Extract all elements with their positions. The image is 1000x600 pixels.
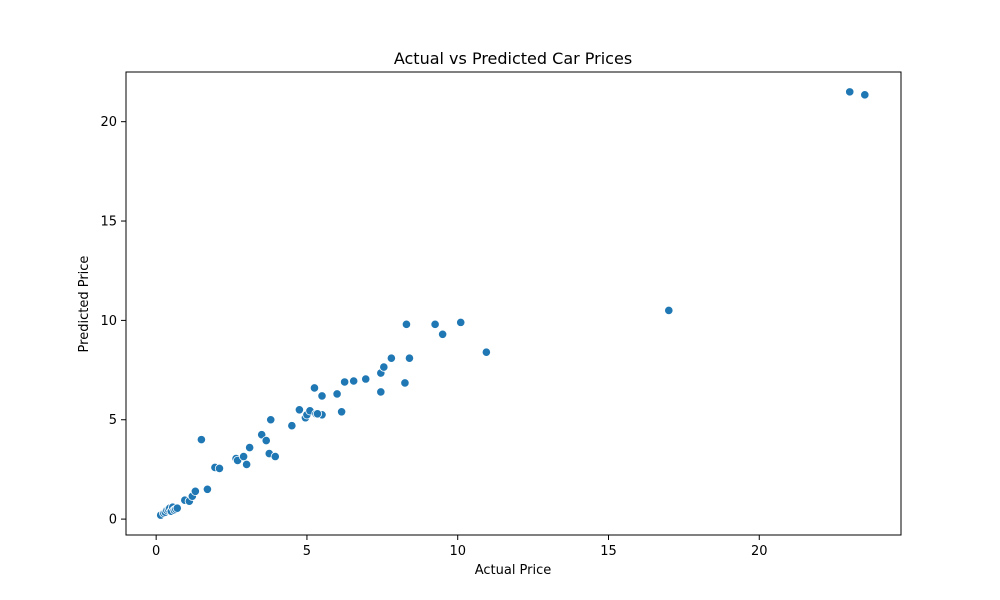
plot-frame (125, 71, 902, 536)
data-point-15 (196, 435, 206, 445)
x-tick-label-0: 0 (152, 544, 160, 559)
data-point-16 (202, 484, 213, 494)
data-point-49 (401, 319, 412, 329)
data-point-42 (349, 376, 359, 386)
data-point-25 (261, 436, 271, 446)
x-tick-label-10: 10 (449, 544, 466, 559)
y-axis-label: Predicted Price (77, 256, 92, 353)
data-point-43 (361, 374, 371, 384)
data-point-52 (438, 329, 448, 339)
data-point-22 (242, 459, 252, 470)
data-point-57 (860, 90, 870, 100)
x-axis-label: Actual Price (475, 563, 552, 578)
data-point-38 (312, 409, 323, 419)
data-point-40 (337, 407, 347, 417)
data-point-14 (190, 486, 200, 496)
y-tick-label-0: 0 (109, 513, 117, 528)
data-point-28 (270, 451, 280, 462)
data-point-21 (239, 451, 249, 462)
data-point-18 (214, 463, 225, 474)
data-point-45 (376, 387, 386, 397)
x-tick-label-5: 5 (303, 544, 311, 559)
data-point-29 (287, 421, 297, 431)
x-tick-label-15: 15 (600, 544, 617, 559)
chart-title: Actual vs Predicted Car Prices (394, 49, 632, 68)
data-point-48 (400, 378, 410, 388)
data-point-50 (404, 353, 415, 363)
data-point-39 (332, 389, 342, 399)
data-point-46 (379, 362, 389, 372)
data-point-27 (266, 415, 276, 425)
points-layer (156, 87, 870, 520)
y-tick-label-10: 10 (100, 314, 117, 329)
y-tick-label-20: 20 (100, 115, 117, 130)
data-point-56 (845, 87, 855, 97)
data-point-47 (386, 353, 396, 363)
data-point-30 (294, 405, 304, 415)
data-point-34 (309, 383, 320, 393)
x-axis: 0 5 10 15 20 (152, 535, 768, 559)
y-tick-label-5: 5 (109, 413, 117, 428)
data-point-37 (317, 391, 327, 401)
data-point-54 (481, 347, 491, 357)
x-tick-label-20: 20 (751, 544, 768, 559)
y-tick-label-15: 15 (100, 215, 117, 230)
data-point-51 (430, 319, 440, 329)
data-point-53 (456, 317, 466, 327)
data-point-23 (245, 442, 255, 453)
data-point-55 (664, 305, 674, 316)
data-point-10 (172, 503, 182, 513)
data-point-41 (340, 377, 350, 387)
y-axis: 0 5 10 15 20 (100, 115, 126, 528)
